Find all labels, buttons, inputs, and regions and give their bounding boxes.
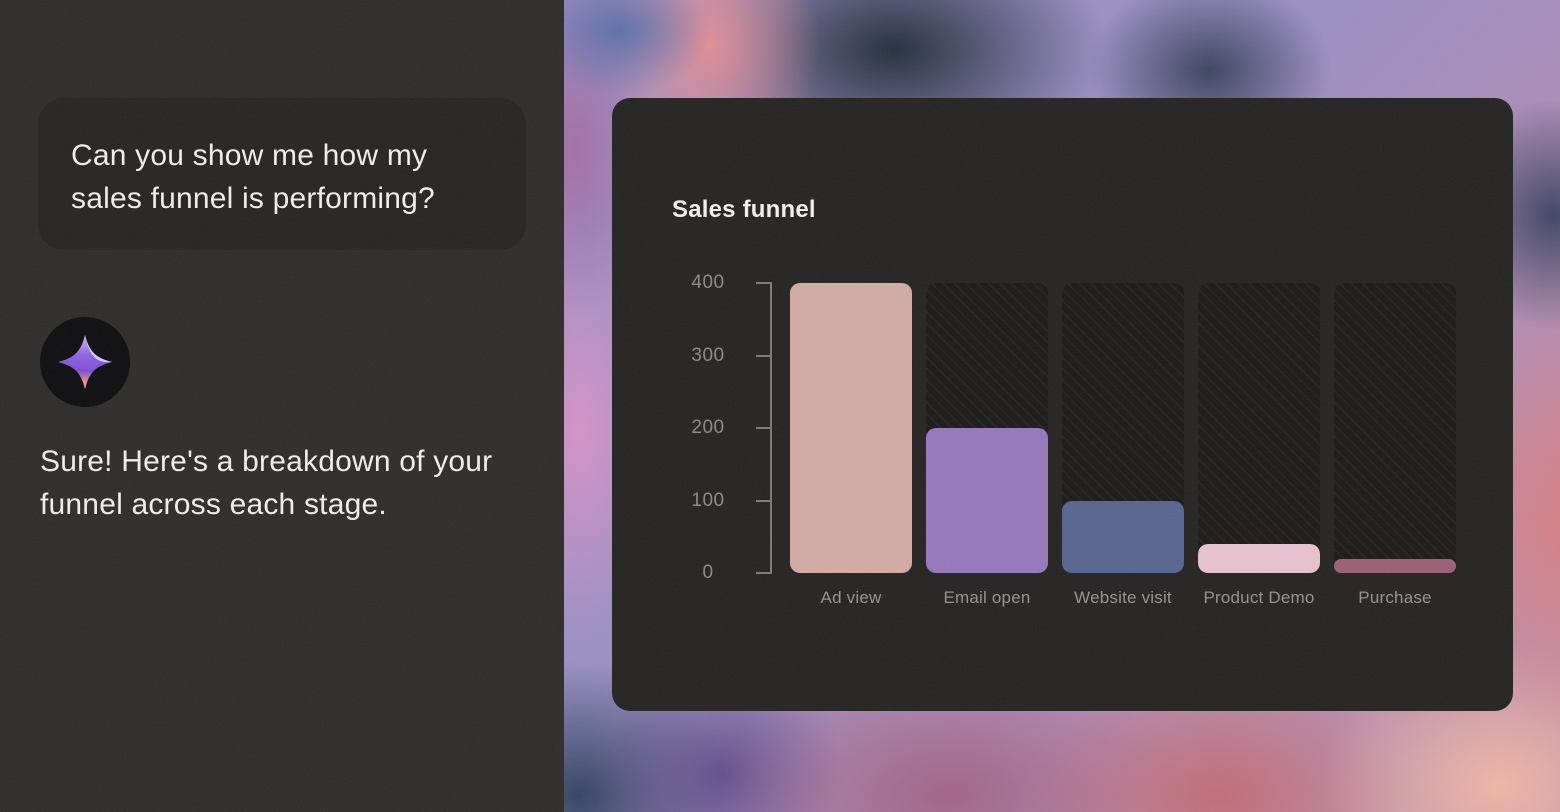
- y-tick-label: 0: [702, 562, 714, 583]
- y-tick-label: 200: [691, 417, 725, 438]
- bar-email-open: [926, 428, 1048, 573]
- x-axis-label: Purchase: [1358, 588, 1432, 607]
- y-axis-line: [770, 282, 772, 574]
- bar-track: [1334, 283, 1456, 573]
- y-tick-label: 300: [691, 344, 725, 366]
- bar-ad-view: [790, 283, 912, 573]
- y-tick: [756, 354, 770, 357]
- assistant-avatar: [40, 317, 130, 407]
- y-tick-label: 100: [691, 489, 725, 511]
- chat-panel: Can you show me how my sales funnel is p…: [0, 0, 564, 812]
- user-message-bubble: Can you show me how my sales funnel is p…: [38, 98, 526, 250]
- y-tick: [756, 572, 770, 574]
- user-message-text: Can you show me how my sales funnel is p…: [71, 139, 435, 215]
- y-tick: [756, 499, 770, 502]
- y-tick-label: 400: [691, 272, 725, 293]
- sparkle-icon: [54, 331, 116, 393]
- bar-track: [1198, 283, 1320, 573]
- y-tick: [756, 427, 770, 429]
- bar-purchase: [1334, 558, 1456, 573]
- chart-card: Sales funnel 400 300 200 100 0 Ad view Email o…: [612, 98, 1513, 711]
- assistant-message-text: Sure! Here's a breakdown of your funnel …: [40, 445, 493, 521]
- bar-website-visit: [1062, 500, 1184, 573]
- y-tick: [756, 282, 770, 284]
- chart-plot: 400 300 200 100 0 Ad view Email open Website vi…: [612, 98, 1513, 711]
- wallpaper-panel: Sales funnel 400 300 200 100 0 Ad view Email o…: [564, 0, 1560, 812]
- bar-product-demo: [1198, 544, 1320, 573]
